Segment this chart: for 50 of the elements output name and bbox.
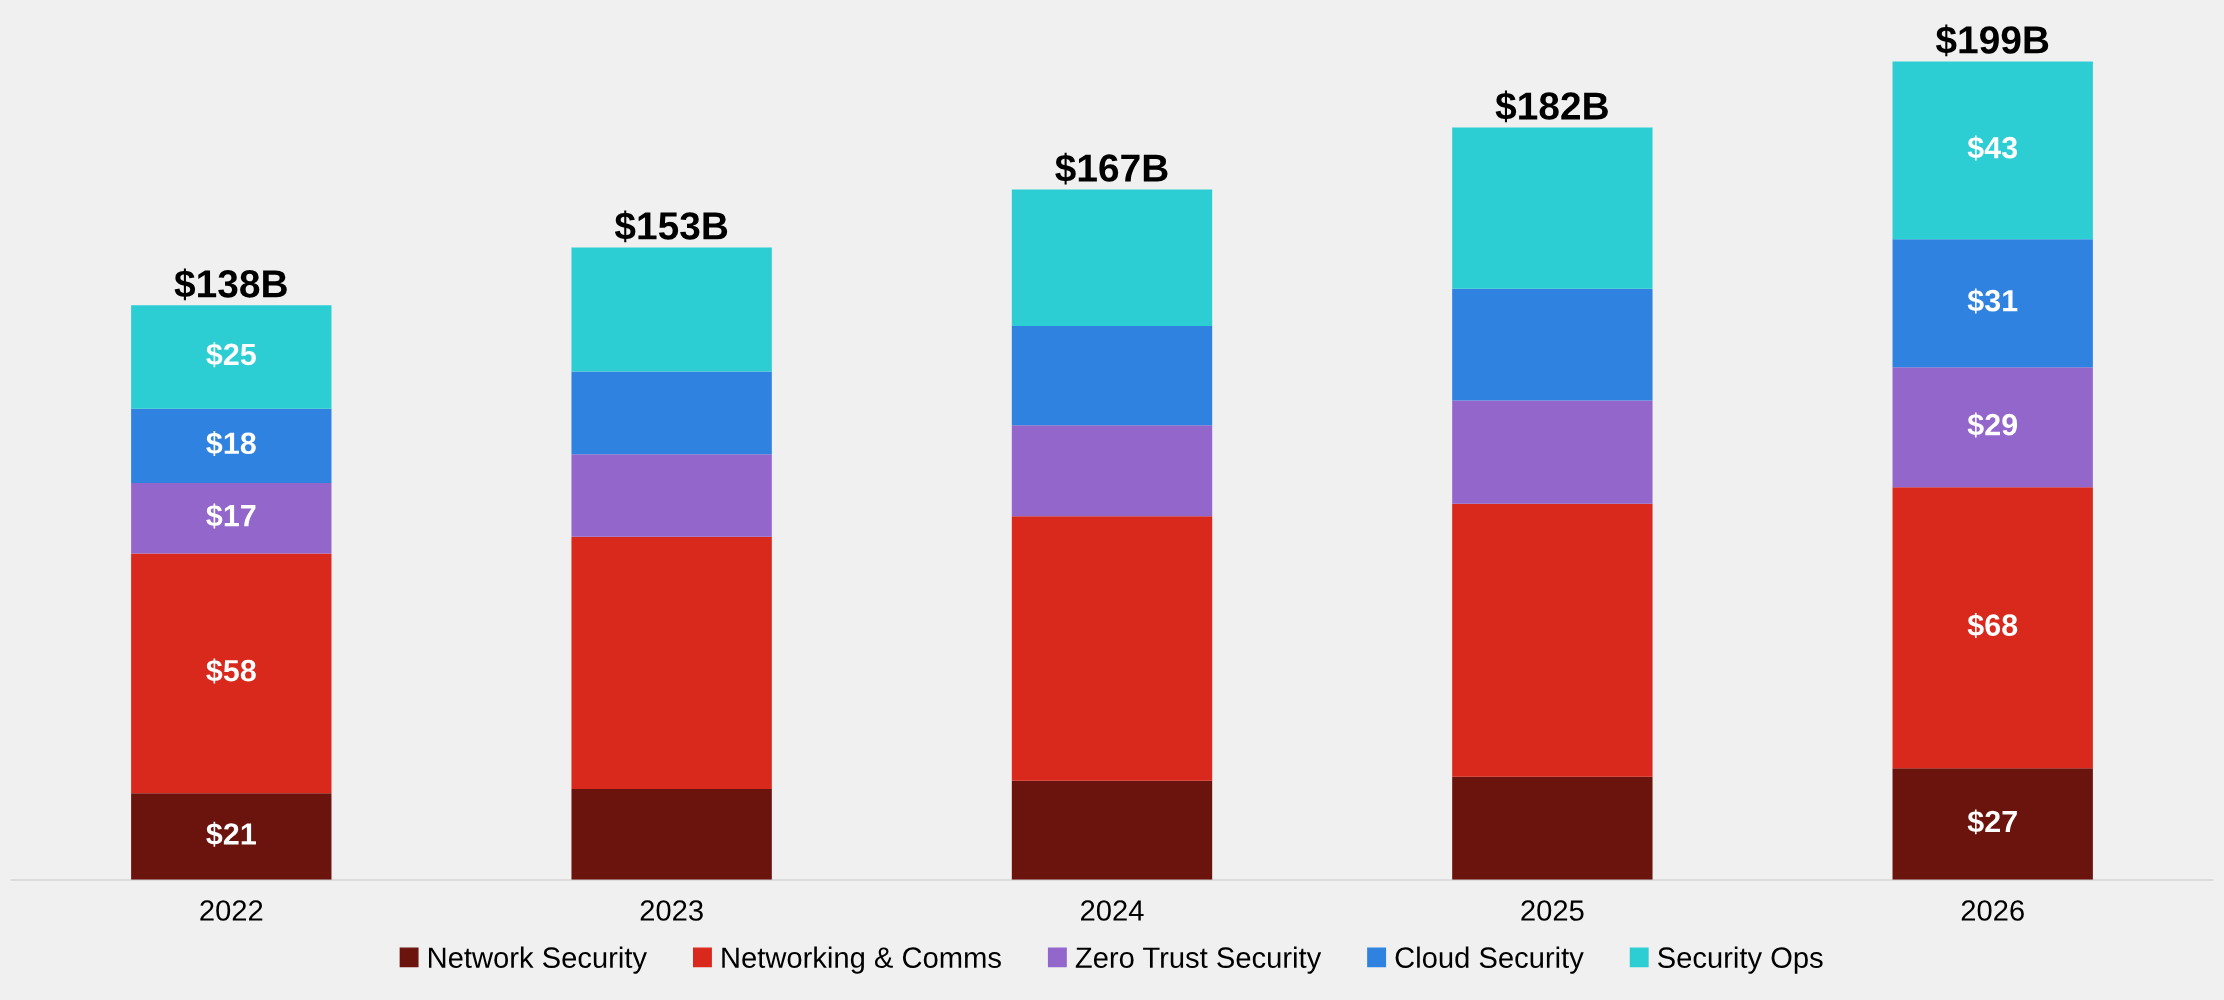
bar (1892, 367, 2093, 488)
total-label: $167B (1055, 152, 1168, 185)
data-label: $25 (206, 342, 256, 368)
bar (1892, 239, 2093, 368)
data-label: $58 (206, 658, 256, 684)
data-label: $31 (1967, 288, 2018, 314)
total-label: $138B (174, 268, 287, 301)
bar (1452, 503, 1653, 777)
bar (1892, 61, 2093, 240)
data-label: $29 (1967, 412, 2018, 438)
legend-label: Zero Trust Security (1075, 946, 1322, 974)
bar (1892, 768, 2093, 880)
bar (571, 247, 772, 372)
x-tick-label: 2024 (1081, 900, 1144, 921)
data-label: $27 (1967, 809, 2017, 835)
bar (1452, 400, 1653, 504)
x-tick-label: 2022 (200, 900, 263, 921)
data-label: $43 (1967, 135, 2018, 161)
legend-label: Network Security (428, 946, 647, 974)
bar (571, 454, 772, 537)
bar (131, 305, 332, 409)
bar (1011, 780, 1213, 880)
bar (131, 483, 332, 554)
bar (1011, 189, 1213, 326)
total-label: $153B (614, 210, 728, 243)
total-label: $199B (1935, 24, 2049, 57)
data-label: $18 (206, 431, 256, 457)
bar (571, 536, 772, 790)
legend-label: Cloud Security (1395, 946, 1584, 974)
data-label: $21 (206, 821, 256, 847)
bar (131, 553, 332, 794)
bar (571, 371, 772, 455)
legend-label: Security Ops (1658, 946, 1823, 974)
bar (1011, 516, 1213, 781)
bar (1011, 325, 1213, 426)
bar (131, 408, 332, 484)
bar (1452, 127, 1653, 289)
total-label: $182B (1495, 90, 1608, 123)
x-tick-label: 2025 (1521, 900, 1584, 921)
bar (1452, 288, 1653, 401)
x-tick-label: 2026 (1961, 900, 2024, 921)
bar (1452, 776, 1653, 880)
bar (1011, 425, 1213, 517)
bar (131, 793, 332, 880)
bar (571, 789, 772, 880)
x-tick-label: 2023 (640, 900, 703, 921)
data-label: $68 (1967, 613, 2018, 638)
bar (1892, 487, 2093, 769)
data-label: $17 (206, 503, 256, 529)
legend-label: Networking & Comms (722, 946, 1001, 974)
